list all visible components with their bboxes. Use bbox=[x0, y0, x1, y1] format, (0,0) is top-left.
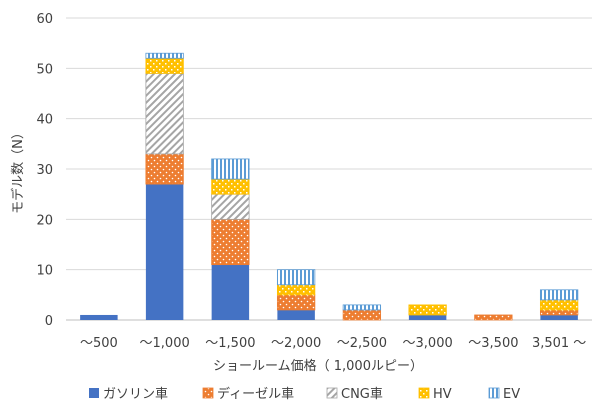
legend-swatch bbox=[202, 387, 214, 399]
legend-swatch bbox=[326, 387, 338, 399]
bar-segment bbox=[211, 218, 250, 266]
bar-segment bbox=[276, 284, 316, 296]
bar-segment bbox=[342, 309, 382, 321]
bar-segment bbox=[342, 304, 382, 311]
bar-segment bbox=[540, 314, 578, 320]
y-tick-label: 30 bbox=[36, 163, 53, 178]
y-tick-label: 50 bbox=[36, 62, 53, 77]
legend-label: ディーゼル車 bbox=[217, 386, 294, 402]
bar-segment bbox=[211, 158, 250, 180]
bar-segment bbox=[145, 72, 184, 155]
x-axis-ticks: ～500 ～1,000 ～1,500 ～2,000 ～2,500 ～3,000 ～3,500… bbox=[80, 336, 586, 351]
bar-segment bbox=[539, 299, 579, 311]
bar-segment bbox=[474, 314, 513, 321]
x-tick-label: ～2,500 bbox=[337, 336, 387, 351]
legend-swatch bbox=[89, 388, 99, 398]
y-axis-label: モデル数（N） bbox=[10, 126, 26, 214]
x-axis-label: ショールーム価格（ 1,000ルピー） bbox=[213, 358, 423, 374]
y-tick-label: 60 bbox=[36, 12, 53, 27]
y-tick-label: 10 bbox=[36, 264, 53, 279]
bar-segment bbox=[145, 57, 184, 74]
x-tick-label: ～500 bbox=[80, 336, 118, 351]
x-tick-label: ～1,500 bbox=[205, 336, 255, 351]
x-tick-label: ～2,000 bbox=[271, 336, 321, 351]
x-tick-label: ～1,000 bbox=[140, 336, 190, 351]
y-tick-label: 0 bbox=[45, 314, 53, 329]
bars bbox=[80, 52, 579, 321]
bar-segment bbox=[211, 178, 250, 195]
bar-segment bbox=[211, 264, 250, 320]
legend-label: CNG車 bbox=[341, 387, 383, 402]
bar-segment bbox=[211, 193, 250, 220]
bar-segment bbox=[277, 309, 315, 320]
bar-segment bbox=[80, 314, 118, 320]
bar-segment bbox=[145, 184, 184, 320]
legend: ガソリン車 ディーゼル車 CNG車 HV EV bbox=[89, 386, 520, 402]
bar-segment bbox=[145, 52, 184, 59]
legend-swatch bbox=[418, 387, 430, 399]
bar-segment bbox=[276, 294, 316, 311]
legend-swatch bbox=[488, 387, 500, 399]
legend-label: HV bbox=[433, 387, 452, 402]
x-tick-label: ～3,000 bbox=[403, 336, 453, 351]
y-tick-label: 40 bbox=[36, 113, 53, 128]
bar-segment bbox=[539, 309, 579, 316]
y-axis-ticks: 0 10 20 30 40 50 60 bbox=[36, 12, 53, 329]
y-tick-label: 20 bbox=[36, 213, 53, 228]
gridlines bbox=[66, 17, 592, 321]
legend-label: ガソリン車 bbox=[103, 387, 168, 402]
bar-segment bbox=[145, 153, 184, 185]
x-tick-label: ～3,500 bbox=[468, 336, 518, 351]
bar-segment bbox=[276, 269, 316, 286]
bar-segment bbox=[408, 304, 447, 316]
legend-label: EV bbox=[503, 387, 520, 402]
bar-segment bbox=[408, 314, 447, 320]
bar-segment bbox=[539, 289, 579, 301]
x-tick-label: 3,501 ～ bbox=[532, 336, 586, 351]
